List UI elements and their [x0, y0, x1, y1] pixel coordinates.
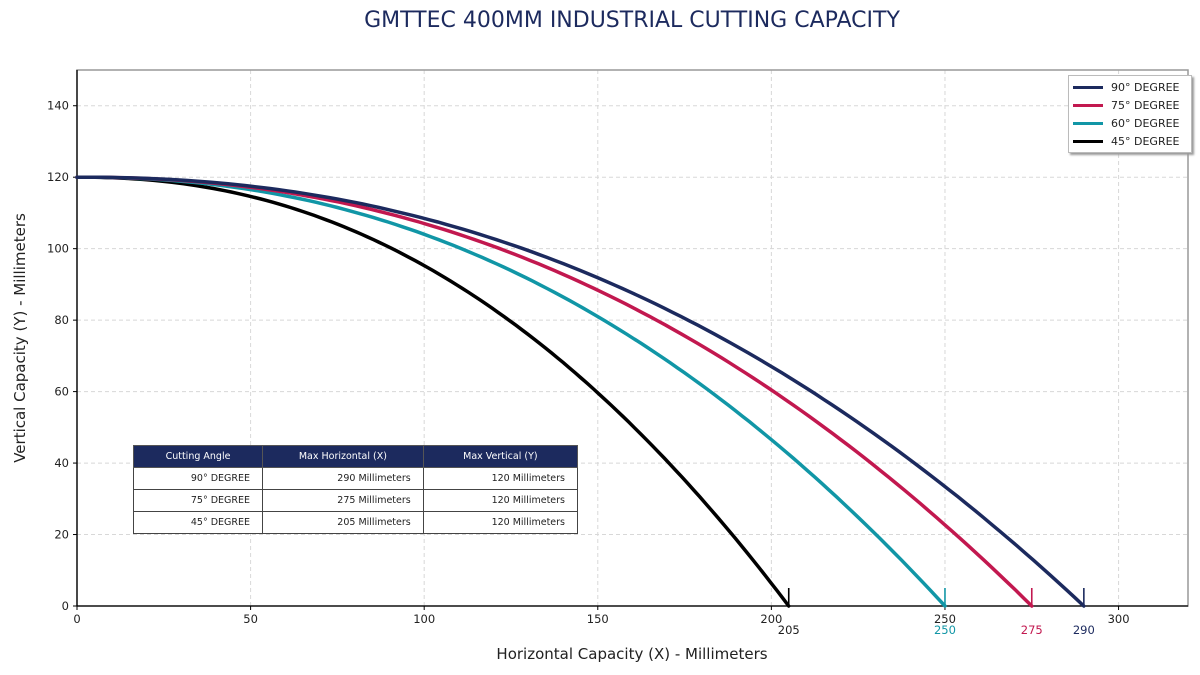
endpoint-markers: 205 250 275 290	[778, 588, 1095, 637]
legend-swatch	[1073, 121, 1103, 125]
x-tick-label: 300	[1108, 612, 1130, 626]
y-tick-label: 80	[54, 313, 69, 327]
endpoint-label: 290	[1073, 623, 1095, 637]
legend-item: 45° DEGREE	[1073, 132, 1187, 150]
x-tick-label: 150	[587, 612, 609, 626]
table-cell: 290 Millimeters	[262, 467, 424, 490]
legend-item: 75° DEGREE	[1073, 96, 1187, 114]
x-tick-label: 250	[934, 612, 956, 626]
capacity-table: Cutting Angle Max Horizontal (X) Max Ver…	[132, 445, 579, 534]
y-axis-label: Vertical Capacity (Y) - Millimeters	[11, 213, 29, 463]
endpoint-label: 250	[934, 623, 956, 637]
legend-swatch	[1073, 85, 1103, 89]
x-axis-label: Horizontal Capacity (X) - Millimeters	[496, 645, 767, 663]
table-header: Max Vertical (Y)	[422, 445, 579, 468]
table-header-row: Cutting Angle Max Horizontal (X) Max Ver…	[132, 445, 579, 468]
table-cell: 120 Millimeters	[422, 511, 579, 534]
y-tick-label: 100	[47, 242, 69, 256]
legend: 90° DEGREE 75° DEGREE 60° DEGREE 45° DEG…	[1068, 75, 1192, 153]
ticks: 0 50 100 150 200 250 300 0 20 40 60 80 100 120 140	[47, 99, 1129, 626]
x-tick-label: 50	[243, 612, 258, 626]
legend-label: 90° DEGREE	[1111, 80, 1180, 94]
legend-item: 60° DEGREE	[1073, 114, 1187, 132]
x-tick-label: 200	[760, 612, 782, 626]
legend-label: 60° DEGREE	[1111, 116, 1180, 130]
endpoint-label: 205	[778, 623, 800, 637]
y-tick-label: 140	[47, 99, 69, 113]
table-row: 90° DEGREE 290 Millimeters 120 Millimete…	[132, 467, 579, 490]
y-tick-label: 20	[54, 528, 69, 542]
series-line-90-degree	[75, 175, 1086, 608]
endpoint-label: 275	[1021, 623, 1043, 637]
y-tick-label: 120	[47, 170, 69, 184]
y-tick-label: 40	[54, 456, 69, 470]
table-cell: 75° DEGREE	[132, 489, 264, 512]
table-cell: 275 Millimeters	[262, 489, 424, 512]
legend-label: 75° DEGREE	[1111, 98, 1180, 112]
series-group	[75, 175, 1086, 608]
table-row: 75° DEGREE 275 Millimeters 120 Millimete…	[132, 489, 579, 512]
legend-swatch	[1073, 103, 1103, 107]
table-header: Cutting Angle	[132, 445, 264, 468]
table-cell: 120 Millimeters	[422, 489, 579, 512]
table-row: 45° DEGREE 205 Millimeters 120 Millimete…	[132, 511, 579, 534]
x-tick-label: 0	[73, 612, 80, 626]
table-header: Max Horizontal (X)	[262, 445, 424, 468]
chart-title: GMTTEC 400MM INDUSTRIAL CUTTING CAPACITY	[364, 8, 900, 33]
y-tick-label: 60	[54, 385, 69, 399]
table-cell: 205 Millimeters	[262, 511, 424, 534]
table-cell: 90° DEGREE	[132, 467, 264, 490]
legend-swatch	[1073, 139, 1103, 143]
legend-item: 90° DEGREE	[1073, 78, 1187, 96]
series-line-45-degree	[75, 175, 791, 608]
table-cell: 120 Millimeters	[422, 467, 579, 490]
legend-label: 45° DEGREE	[1111, 134, 1180, 148]
table-cell: 45° DEGREE	[132, 511, 264, 534]
y-tick-label: 0	[62, 599, 69, 613]
x-tick-label: 100	[413, 612, 435, 626]
